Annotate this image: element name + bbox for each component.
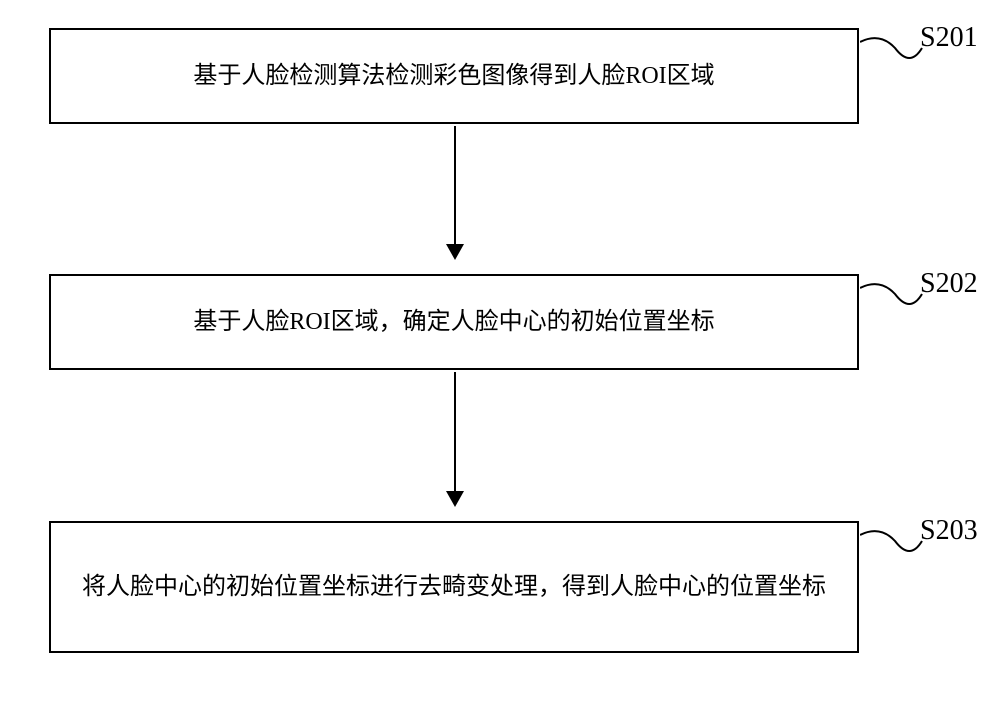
flowchart-container: 基于人脸检测算法检测彩色图像得到人脸ROI区域 S201 基于人脸ROI区域，确… <box>0 0 1000 709</box>
arrow-1-to-2 <box>454 126 456 258</box>
arrow-2-to-3 <box>454 372 456 505</box>
connector-2 <box>860 276 925 321</box>
step-label-1: S201 <box>920 22 978 54</box>
step-box-3: 将人脸中心的初始位置坐标进行去畸变处理，得到人脸中心的位置坐标 <box>49 521 859 653</box>
connector-1 <box>860 30 925 75</box>
step-label-2: S202 <box>920 268 978 300</box>
step-text-3: 将人脸中心的初始位置坐标进行去畸变处理，得到人脸中心的位置坐标 <box>82 569 826 605</box>
step-label-3: S203 <box>920 515 978 547</box>
connector-3 <box>860 523 925 568</box>
step-box-1: 基于人脸检测算法检测彩色图像得到人脸ROI区域 <box>49 28 859 124</box>
step-text-2: 基于人脸ROI区域，确定人脸中心的初始位置坐标 <box>193 304 714 340</box>
step-box-2: 基于人脸ROI区域，确定人脸中心的初始位置坐标 <box>49 274 859 370</box>
step-text-1: 基于人脸检测算法检测彩色图像得到人脸ROI区域 <box>193 58 714 94</box>
